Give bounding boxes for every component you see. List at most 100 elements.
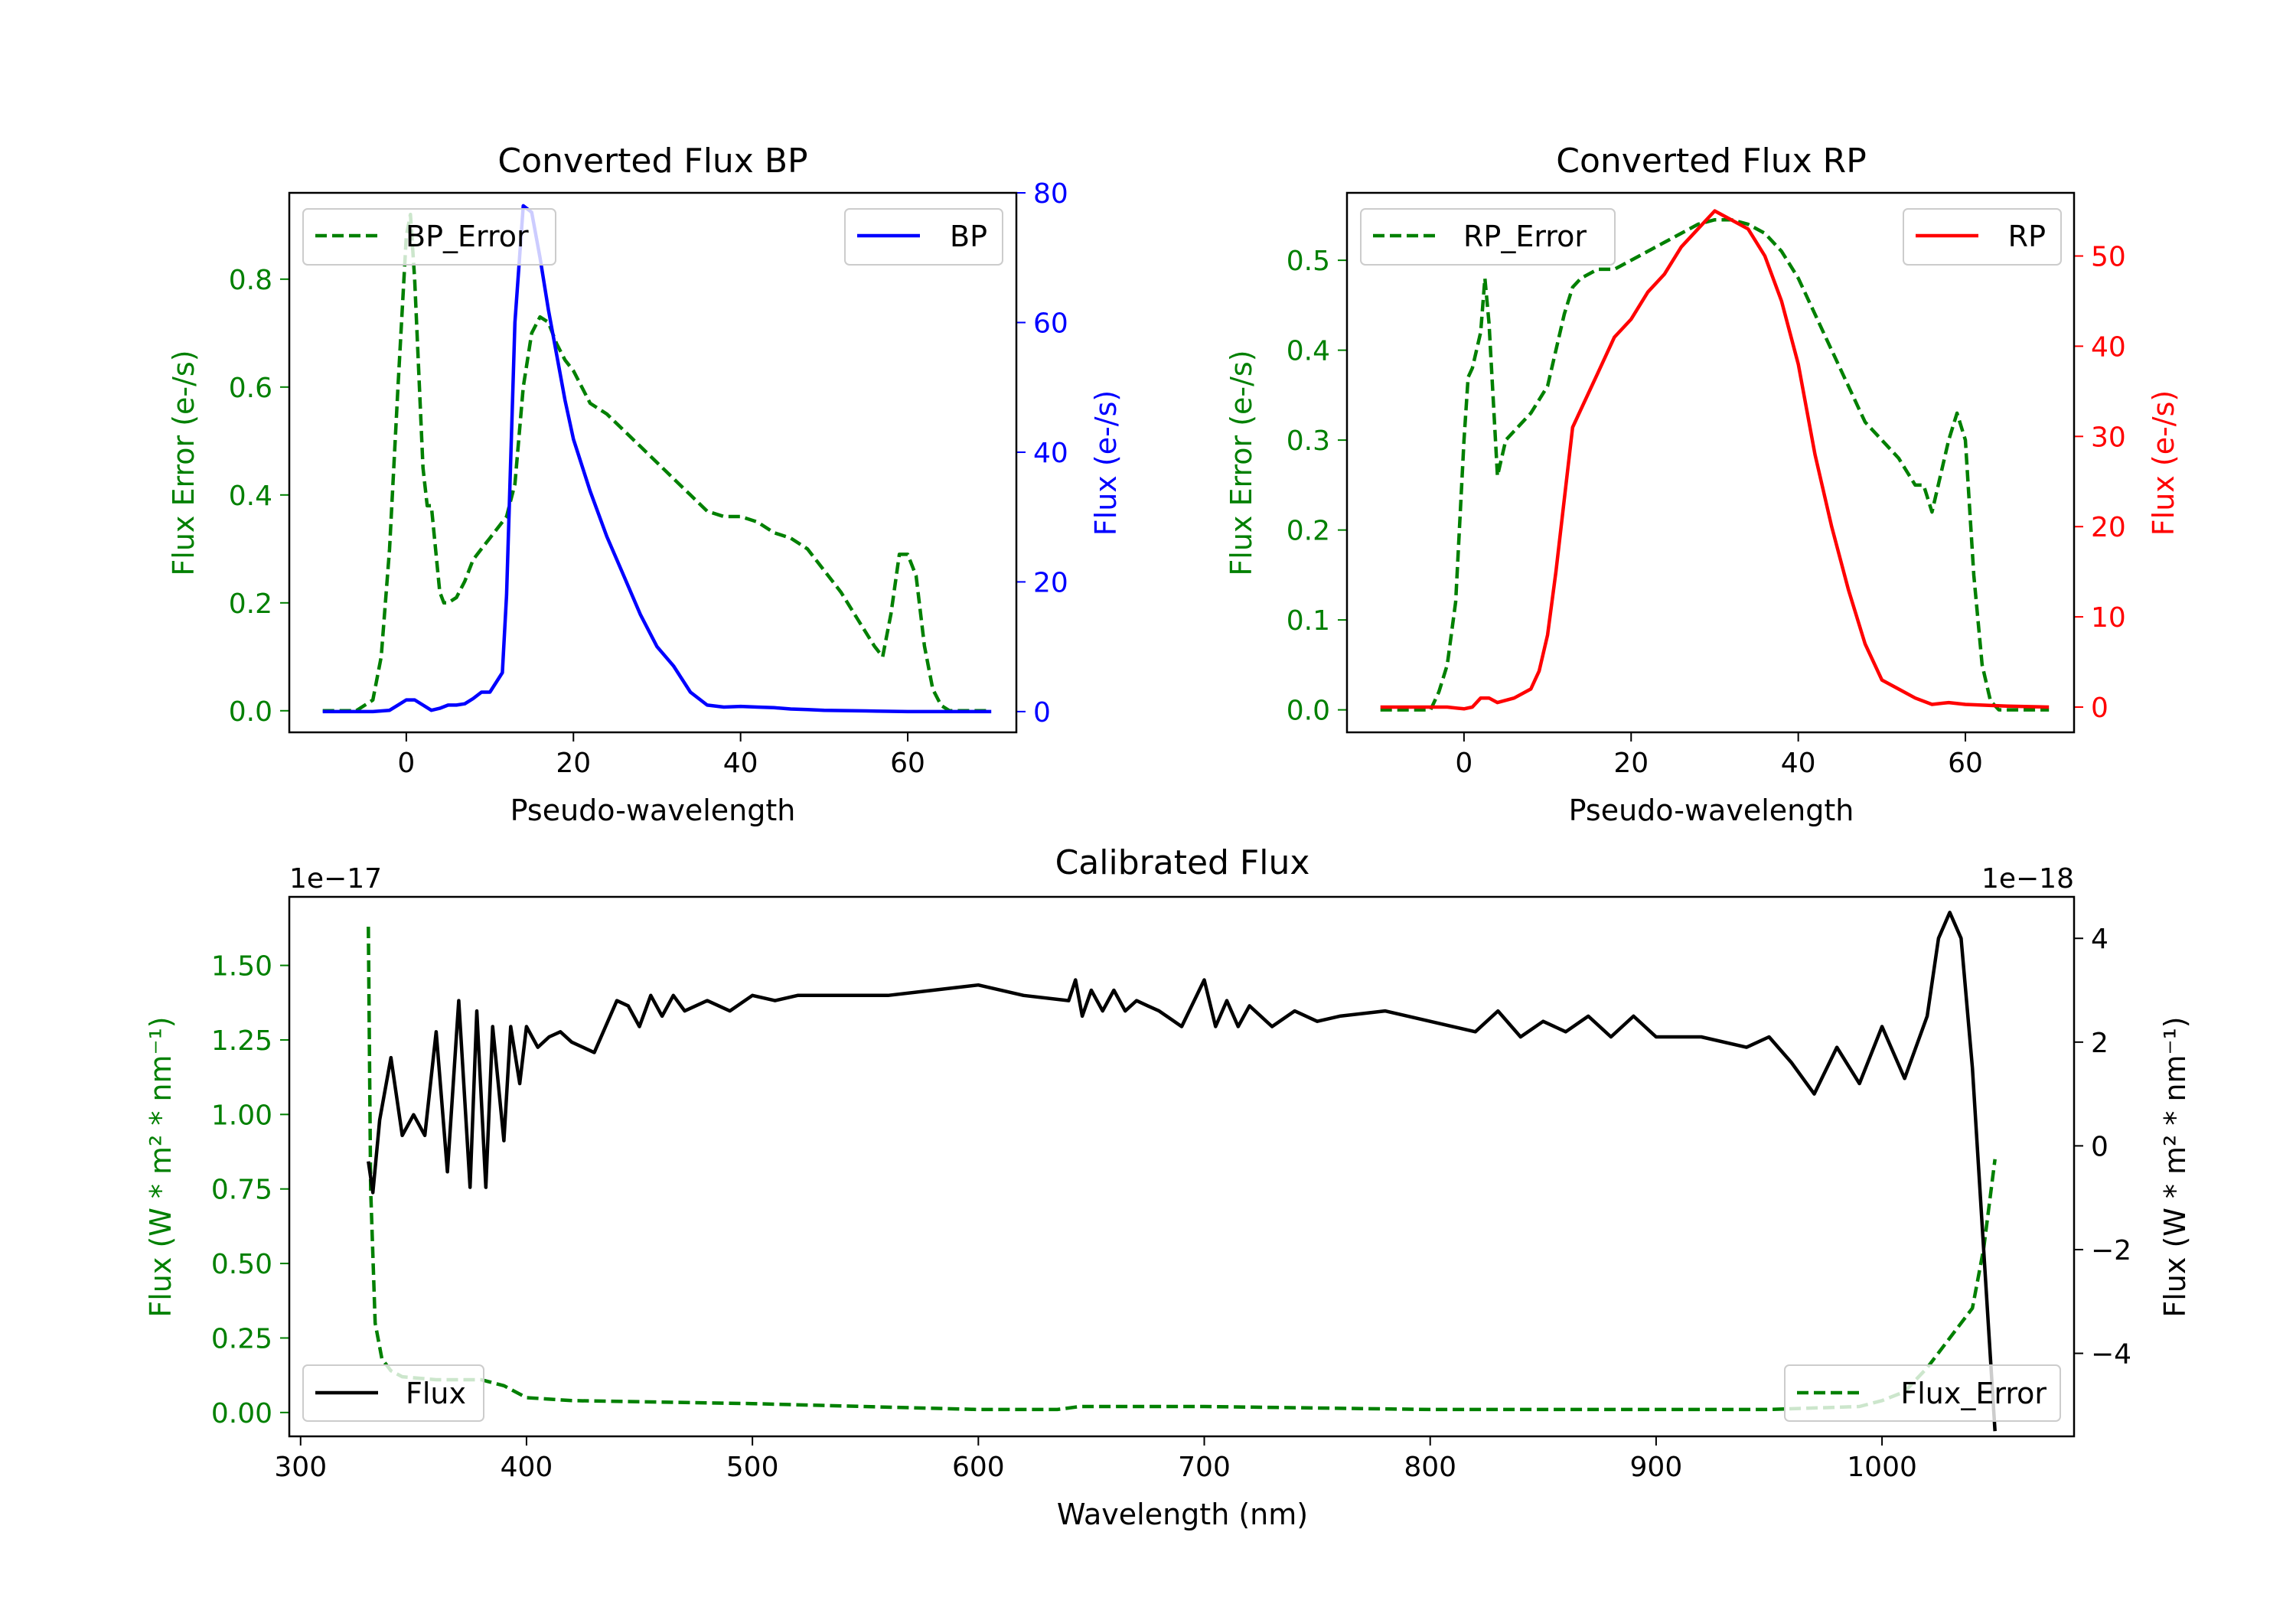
offset-text-left: 1e−17 xyxy=(289,863,382,895)
x-tick-label: 1000 xyxy=(1847,1452,1917,1483)
y-tick-label-right: 0 xyxy=(2091,693,2108,724)
chart-title: Converted Flux RP xyxy=(1556,142,1867,181)
legend-label: Flux_Error xyxy=(1900,1377,2047,1410)
x-tick-label: 400 xyxy=(501,1452,553,1483)
series-line-bp-error xyxy=(322,212,992,713)
y-tick-label-left: 0.4 xyxy=(1287,336,1330,367)
y-axis-label-left: Flux Error (e-/s) xyxy=(1225,350,1258,575)
y-tick-label-left: 0.6 xyxy=(229,373,272,404)
y-tick-label-left: 0.5 xyxy=(1287,246,1330,277)
x-tick-label: 0 xyxy=(397,748,415,779)
y-tick-label-right: −2 xyxy=(2091,1235,2131,1266)
tick-layer: 0 20 40 60 0.0 0.2 0.4 0.6 0.8 0 20 40 60 80 xyxy=(229,178,1068,779)
plot-area xyxy=(1380,209,2050,712)
x-tick-label: 0 xyxy=(1455,748,1473,779)
axes-frame xyxy=(288,895,2076,1438)
tick-layer: 0 20 40 60 0.0 0.1 0.2 0.3 0.4 0.5 0 10 20 30 40 50 xyxy=(1287,242,2126,779)
legend-box xyxy=(302,1364,484,1422)
legend-label: RP_Error xyxy=(1463,220,1587,253)
panel-rp: Converted Flux RP 0 20 40 60 0.0 0.1 0.2 0.3 0.4… xyxy=(1225,142,2180,827)
y-tick-label-right: 4 xyxy=(2091,924,2108,955)
legend: RP xyxy=(1903,208,2062,266)
y-tick-label-right: 10 xyxy=(2091,602,2126,634)
series-line-flux xyxy=(367,911,1997,1432)
legend-box xyxy=(844,208,1003,266)
panel-bp: Converted Flux BP 0 20 40 60 0.0 0.2 0.4 0.6 0.8… xyxy=(167,142,1123,827)
y-axis-label-left: Flux (W * m² * nm⁻¹) xyxy=(144,1016,178,1317)
series-line-bp xyxy=(322,204,992,714)
y-tick-label-right: 0 xyxy=(1033,697,1051,729)
x-tick-label: 20 xyxy=(1613,748,1649,779)
x-tick-label: 20 xyxy=(556,748,591,779)
y-tick-label-right: 40 xyxy=(1033,438,1068,469)
y-tick-label-left: 1.25 xyxy=(211,1025,272,1057)
y-tick-label-left: 0.1 xyxy=(1287,605,1330,637)
x-axis-label: Pseudo-wavelength xyxy=(1569,794,1854,827)
y-tick-label-left: 0.00 xyxy=(211,1398,272,1429)
y-axis-label-right: Flux (e-/s) xyxy=(1089,390,1123,536)
y-tick-label-left: 1.00 xyxy=(211,1100,272,1131)
y-tick-label-right: −4 xyxy=(2091,1339,2131,1371)
x-tick-label: 500 xyxy=(726,1452,779,1483)
y-tick-label-right: 30 xyxy=(2091,422,2126,453)
x-tick-label: 800 xyxy=(1404,1452,1456,1483)
y-tick-label-left: 0.2 xyxy=(229,588,272,620)
legend-box xyxy=(1903,208,2062,266)
y-tick-label-right: 80 xyxy=(1033,178,1068,210)
legend-box xyxy=(302,208,556,266)
y-tick-label-left: 0.4 xyxy=(229,481,272,512)
y-tick-label-left: 0.8 xyxy=(229,265,272,296)
x-tick-label: 900 xyxy=(1630,1452,1683,1483)
legend-label: BP_Error xyxy=(406,220,529,253)
axes-frame xyxy=(1345,191,2076,734)
y-tick-label-left: 0.3 xyxy=(1287,425,1330,457)
y-tick-label-right: 20 xyxy=(2091,512,2126,543)
y-tick-label-right: 0 xyxy=(2091,1131,2108,1162)
axes-frame xyxy=(288,191,1018,734)
y-tick-label-right: 2 xyxy=(2091,1028,2108,1059)
plot-area xyxy=(322,204,992,714)
y-tick-label-right: 20 xyxy=(1033,567,1068,598)
x-axis-label: Pseudo-wavelength xyxy=(510,794,796,827)
series-line-rp xyxy=(1380,209,2050,711)
y-axis-label-right: Flux (W * m² * nm⁻¹) xyxy=(2158,1016,2192,1317)
legend-label: RP xyxy=(2008,220,2046,253)
y-tick-label-left: 0.75 xyxy=(211,1175,272,1206)
series-line-flux-error xyxy=(367,926,1997,1412)
panel-calibrated: Calibrated Flux 1e−17 1e−18 300 400 500 600… xyxy=(144,843,2192,1531)
y-tick-label-left: 0.50 xyxy=(211,1249,272,1280)
legend-label: BP xyxy=(950,220,987,253)
x-tick-label: 60 xyxy=(890,748,925,779)
tick-layer: 300 400 500 600 700 800 900 1000 0.00 0.25 0.50 0.7… xyxy=(211,924,2131,1483)
y-tick-label-left: 0.0 xyxy=(1287,696,1330,727)
y-axis-label-left: Flux Error (e-/s) xyxy=(167,350,201,575)
y-tick-label-left: 0.0 xyxy=(229,696,272,728)
legend-box xyxy=(1784,1364,2061,1422)
x-tick-label: 40 xyxy=(1781,748,1816,779)
y-tick-label-right: 60 xyxy=(1033,308,1068,339)
series-line-rp-error xyxy=(1380,217,2050,712)
x-axis-label: Wavelength (nm) xyxy=(1057,1498,1308,1531)
x-tick-label: 40 xyxy=(723,748,758,779)
legend: BP xyxy=(844,208,1003,266)
y-tick-label-right: 40 xyxy=(2091,331,2126,363)
chart-title: Calibrated Flux xyxy=(1055,843,1310,882)
plot-area xyxy=(367,911,1997,1432)
y-tick-label-left: 0.2 xyxy=(1287,516,1330,547)
y-tick-label-right: 50 xyxy=(2091,242,2126,273)
legend-box xyxy=(1360,208,1616,266)
legend: BP_Error xyxy=(302,208,556,266)
x-tick-label: 700 xyxy=(1178,1452,1231,1483)
chart-title: Converted Flux BP xyxy=(497,142,807,181)
offset-text-right: 1e−18 xyxy=(1981,863,2074,895)
y-tick-label-left: 1.50 xyxy=(211,951,272,983)
legend: Flux_Error xyxy=(1784,1364,2061,1422)
x-tick-label: 600 xyxy=(952,1452,1005,1483)
legend-label: Flux xyxy=(406,1377,466,1410)
y-tick-label-left: 0.25 xyxy=(211,1323,272,1354)
x-tick-label: 300 xyxy=(274,1452,327,1483)
legend: Flux xyxy=(302,1364,484,1422)
x-tick-label: 60 xyxy=(1948,748,1983,779)
y-axis-label-right: Flux (e-/s) xyxy=(2147,390,2180,536)
